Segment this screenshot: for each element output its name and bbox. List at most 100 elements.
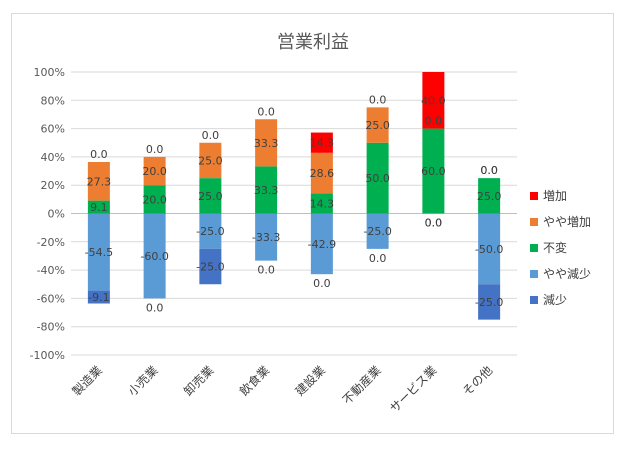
data-labels: 9.1 27.3 0.0 -54.5 -9.1 20.0 20.0 0.0 -60.0 0.0 25… <box>85 93 504 314</box>
y-tick-label: -20% <box>37 236 65 249</box>
data-label: -9.1 <box>88 291 109 304</box>
y-tick-label: 80% <box>41 94 65 107</box>
data-label: 14.3 <box>310 137 335 150</box>
bar-segment <box>199 142 222 179</box>
bar-segment <box>310 193 333 214</box>
bar-segment <box>422 72 445 129</box>
data-label: 0.0 <box>313 277 331 290</box>
chart: 営業利益 -100% -80% -60% -40% -20% 0% 20% 40% 60% 80%… <box>30 32 591 416</box>
data-label: 20.0 <box>142 193 167 206</box>
legend-swatch <box>530 218 538 226</box>
y-tick-label: -100% <box>30 349 65 362</box>
x-axis-categories: 製造業 小売業 卸売業 飲食業 建設業 不動産業 サービス業 その他 <box>70 363 496 416</box>
y-tick-label: 0% <box>48 208 65 221</box>
y-tick-label: 100% <box>34 66 65 79</box>
data-label: -50.0 <box>475 243 503 256</box>
gridlines <box>71 71 517 356</box>
data-label: 25.0 <box>477 190 502 203</box>
y-axis-ticks: -100% -80% -60% -40% -20% 0% 20% 40% 60% 80% 100% <box>30 66 65 362</box>
category-label: 飲食業 <box>236 363 272 399</box>
category-label: 建設業 <box>292 363 328 399</box>
bar-segment <box>478 178 501 214</box>
bar-segment <box>143 156 166 186</box>
bar-segment <box>87 213 110 291</box>
y-tick-label: 60% <box>41 123 65 136</box>
data-label: 0.0 <box>146 143 164 156</box>
data-label: 0.0 <box>425 217 443 230</box>
bar-segment <box>87 200 110 214</box>
data-label: 20.0 <box>142 165 167 178</box>
data-label: 50.0 <box>365 172 390 185</box>
bar-segment <box>87 290 110 304</box>
bar-segment <box>255 119 278 167</box>
bar-segment <box>310 132 333 153</box>
bar-segment <box>366 142 389 214</box>
legend-swatch <box>530 270 538 278</box>
legend-swatch <box>530 296 538 304</box>
y-tick-label: -80% <box>37 321 65 334</box>
bar-segment <box>199 178 222 214</box>
chart-frame: 営業利益 -100% -80% -60% -40% -20% 0% 20% 40% 60% 80%… <box>11 13 614 434</box>
data-label: 0.0 <box>369 93 387 106</box>
bar-segment <box>366 107 389 143</box>
data-label: 28.6 <box>310 167 335 180</box>
data-label: 27.3 <box>87 175 112 188</box>
data-label: 25.0 <box>365 119 390 132</box>
bar-segment <box>422 128 445 214</box>
legend-label: 不変 <box>543 240 567 255</box>
data-label: 33.3 <box>254 184 279 197</box>
y-tick-label: 20% <box>41 179 65 192</box>
bar-segment <box>255 166 278 214</box>
data-label: -54.5 <box>85 246 113 259</box>
legend-swatch <box>530 244 538 252</box>
bar-segment <box>310 213 333 275</box>
data-label: 0.0 <box>480 164 498 177</box>
category-label: 卸売業 <box>180 363 216 399</box>
data-label: 60.0 <box>421 165 446 178</box>
bar-segment <box>199 213 222 249</box>
bars <box>87 72 501 320</box>
data-label: -33.3 <box>252 231 280 244</box>
category-label: 製造業 <box>70 363 105 398</box>
legend-label: 減少 <box>543 292 567 307</box>
bar-segment <box>478 213 501 285</box>
data-label: 25.0 <box>198 154 223 167</box>
data-label: 14.3 <box>310 197 335 210</box>
category-label: その他 <box>460 363 495 398</box>
data-label: 0.0 <box>369 252 387 265</box>
data-label: 0.0 <box>146 301 164 314</box>
data-label: -25.0 <box>196 225 224 238</box>
legend-swatch <box>530 192 538 200</box>
data-label: -42.9 <box>308 238 336 251</box>
category-label: 不動産業 <box>339 363 384 408</box>
data-label: -25.0 <box>475 296 503 309</box>
data-label: -25.0 <box>196 261 224 274</box>
data-label: 33.3 <box>254 137 279 150</box>
data-label: 9.1 <box>90 201 108 214</box>
data-label: -25.0 <box>363 225 391 238</box>
bar-segment <box>366 213 389 249</box>
chart-title: 営業利益 <box>277 32 349 53</box>
y-tick-label: -60% <box>37 292 65 305</box>
category-label: 小売業 <box>125 363 161 399</box>
data-label: 0.0 <box>480 164 498 177</box>
legend-label: 増加 <box>543 189 567 203</box>
bar-segment <box>143 185 166 214</box>
data-label: 25.0 <box>198 190 223 203</box>
legend-label: やや減少 <box>543 266 591 281</box>
data-label: 0.0 <box>257 105 275 118</box>
data-label: 0.0 <box>257 264 275 277</box>
y-tick-label: 40% <box>41 151 65 164</box>
y-tick-label: -40% <box>37 264 65 277</box>
bar-segment <box>199 248 222 285</box>
category-label: サービス業 <box>387 363 439 415</box>
bar-segment <box>255 213 278 261</box>
data-label: 40.0 <box>421 94 446 107</box>
legend-label: やや増加 <box>543 215 591 229</box>
bar-segment <box>310 152 333 194</box>
bar-segment <box>87 161 110 201</box>
data-label: -60.0 <box>140 250 168 263</box>
data-label: 0.0 <box>90 148 108 161</box>
bar-segment <box>478 284 501 320</box>
